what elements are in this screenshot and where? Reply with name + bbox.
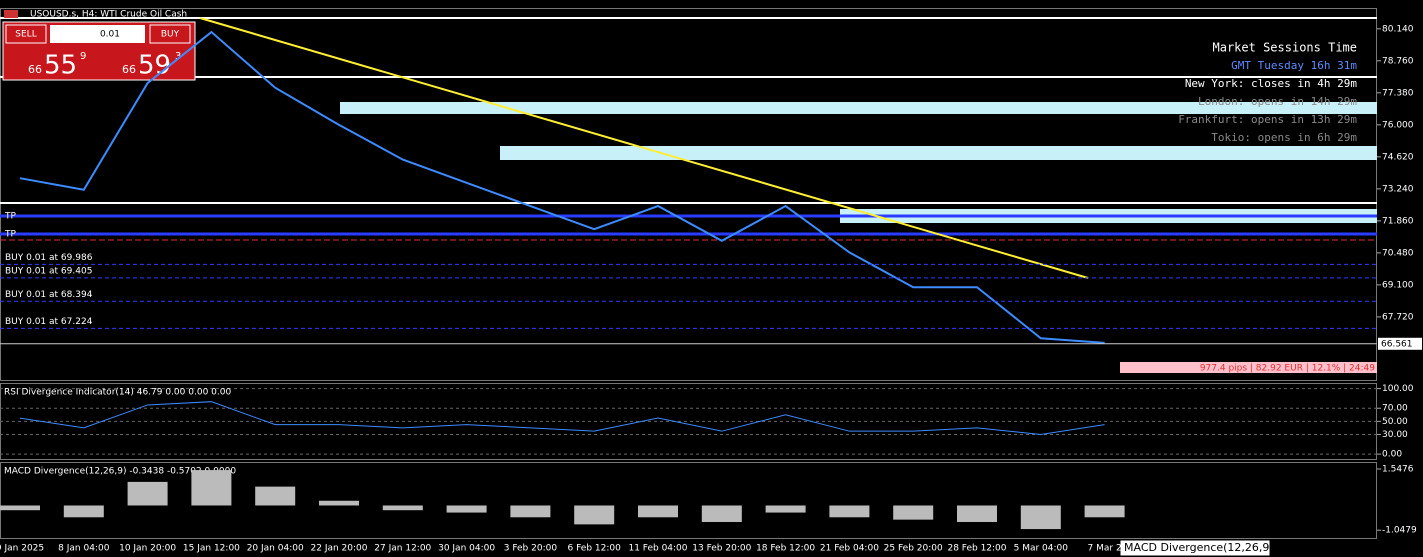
line xyxy=(19,401,1105,435)
bar xyxy=(893,505,934,520)
bar xyxy=(127,481,168,506)
x-tick-label: 7 Mar 2 xyxy=(1088,544,1122,554)
x-tick-label: 25 Feb 20:00 xyxy=(884,544,943,554)
y-tick-label: 71.860 xyxy=(1382,216,1414,226)
buy-button[interactable] xyxy=(149,24,191,44)
x-tick-label: 5 Mar 04:00 xyxy=(1014,544,1069,554)
bar xyxy=(638,505,678,518)
bar xyxy=(765,505,806,513)
x-tick-label: 9 Jan 2025 xyxy=(0,544,44,554)
panel-title: RSI Divergence Indicator(14) 46.79 0.00 … xyxy=(4,388,231,398)
x-tick-label: 21 Feb 04:00 xyxy=(820,544,879,554)
order-label: BUY 0.01 at 67.224 xyxy=(5,317,93,327)
current-price: 66.561 xyxy=(1381,339,1413,349)
bar xyxy=(319,500,359,506)
bar xyxy=(1084,505,1125,518)
y-tick-label: 78.760 xyxy=(1382,56,1414,66)
order-label: BUY 0.01 at 69.405 xyxy=(5,266,92,276)
bid-main: 55 xyxy=(44,51,77,81)
x-tick-label: 18 Feb 12:00 xyxy=(756,544,815,554)
session-line: London: opens in 14h 29m xyxy=(1198,95,1357,108)
lot-input[interactable] xyxy=(50,25,145,43)
bar xyxy=(446,505,487,513)
profit-box xyxy=(1120,362,1377,373)
order-label: BUY 0.01 at 69.986 xyxy=(5,253,93,263)
bar xyxy=(63,505,104,518)
tp-label: TP xyxy=(4,230,16,240)
line xyxy=(19,30,1105,344)
buy-label[interactable]: BUY xyxy=(161,30,180,40)
x-tick-label: 10 Jan 20:00 xyxy=(119,544,176,554)
panel-title: MACD Divergence(12,26,9) -0.3438 -0.5702… xyxy=(4,467,236,477)
profit-label: 977.4 pips | 82.92 EUR | 12.1% | 24:49 xyxy=(1200,364,1375,374)
bar xyxy=(701,505,742,523)
y-tick-label: 74.620 xyxy=(1382,152,1414,162)
x-tick-label: 15 Jan 12:00 xyxy=(183,544,240,554)
bar xyxy=(0,505,40,511)
bar xyxy=(510,505,551,518)
sessions-gmt: GMT Tuesday 16h 31m xyxy=(1231,59,1357,72)
x-tick-label: 3 Feb 20:00 xyxy=(504,544,558,554)
bar xyxy=(382,505,423,511)
main-frame xyxy=(0,8,1377,381)
y-tick-label: 67.720 xyxy=(1382,312,1414,322)
y-tick-label: 100.00 xyxy=(1382,384,1414,394)
y-tick-label: 30.00 xyxy=(1382,430,1408,440)
x-tick-label: 11 Feb 04:00 xyxy=(628,544,687,554)
session-line: Frankfurt: opens in 13h 29m xyxy=(1178,113,1357,126)
x-tick-label: 30 Jan 04:00 xyxy=(438,544,495,554)
flag-icon xyxy=(4,10,18,18)
x-tick-label: 27 Jan 12:00 xyxy=(374,544,431,554)
macd-frame xyxy=(0,462,1377,539)
bar xyxy=(829,505,870,518)
y-tick-label: 73.240 xyxy=(1382,184,1414,194)
y-tick-label: 69.100 xyxy=(1382,280,1414,290)
y-tick-label: -1.0479 xyxy=(1382,526,1417,536)
x-tick-label: 6 Feb 12:00 xyxy=(568,544,622,554)
trendline xyxy=(199,17,1089,279)
sell-label[interactable]: SELL xyxy=(15,30,36,40)
price-box xyxy=(1378,337,1422,350)
bar xyxy=(574,505,615,525)
x-tick-label: 22 Jan 20:00 xyxy=(311,544,368,554)
y-tick-label: 0.00 xyxy=(1382,450,1402,460)
y-tick-label: 50.00 xyxy=(1382,417,1408,427)
tooltip: MACD Divergence(12,26,9) xyxy=(1124,541,1274,554)
sessions-title: Market Sessions Time xyxy=(1213,41,1358,55)
ask-big: 66 xyxy=(122,63,136,76)
bar xyxy=(191,470,232,506)
lot-value[interactable]: 0.01 xyxy=(100,30,120,40)
window-title: USOUSD.s, H4: WTI Crude Oil Cash xyxy=(30,10,187,20)
session-line: New York: closes in 4h 29m xyxy=(1185,77,1358,90)
bar xyxy=(255,486,296,506)
y-tick-label: 76.000 xyxy=(1382,120,1414,130)
x-tick-label: 8 Jan 04:00 xyxy=(58,544,110,554)
sell-button[interactable] xyxy=(5,24,47,44)
x-tick-label: 28 Feb 12:00 xyxy=(947,544,1006,554)
y-tick-label: 70.480 xyxy=(1382,248,1414,258)
y-tick-label: 77.380 xyxy=(1382,88,1414,98)
y-tick-label: 1.5476 xyxy=(1382,464,1414,474)
session-band xyxy=(500,146,1377,160)
bid-small: 9 xyxy=(80,51,86,62)
ask-main: 59 xyxy=(138,51,171,81)
x-tick-label: 13 Feb 20:00 xyxy=(692,544,751,554)
bar xyxy=(957,505,997,523)
y-tick-label: 70.00 xyxy=(1382,404,1408,414)
bar xyxy=(1020,505,1061,530)
tooltip-box xyxy=(1119,539,1271,557)
y-tick-label: 80.140 xyxy=(1382,24,1414,34)
x-tick-label: 20 Jan 04:00 xyxy=(247,544,304,554)
session-line: Tokio: opens in 6h 29m xyxy=(1211,131,1357,144)
session-band xyxy=(340,102,1377,114)
ask-small: 3 xyxy=(175,51,181,62)
order-label: BUY 0.01 at 68.394 xyxy=(5,290,93,300)
tp-label: TP xyxy=(4,212,16,222)
bid-big: 66 xyxy=(28,63,42,76)
